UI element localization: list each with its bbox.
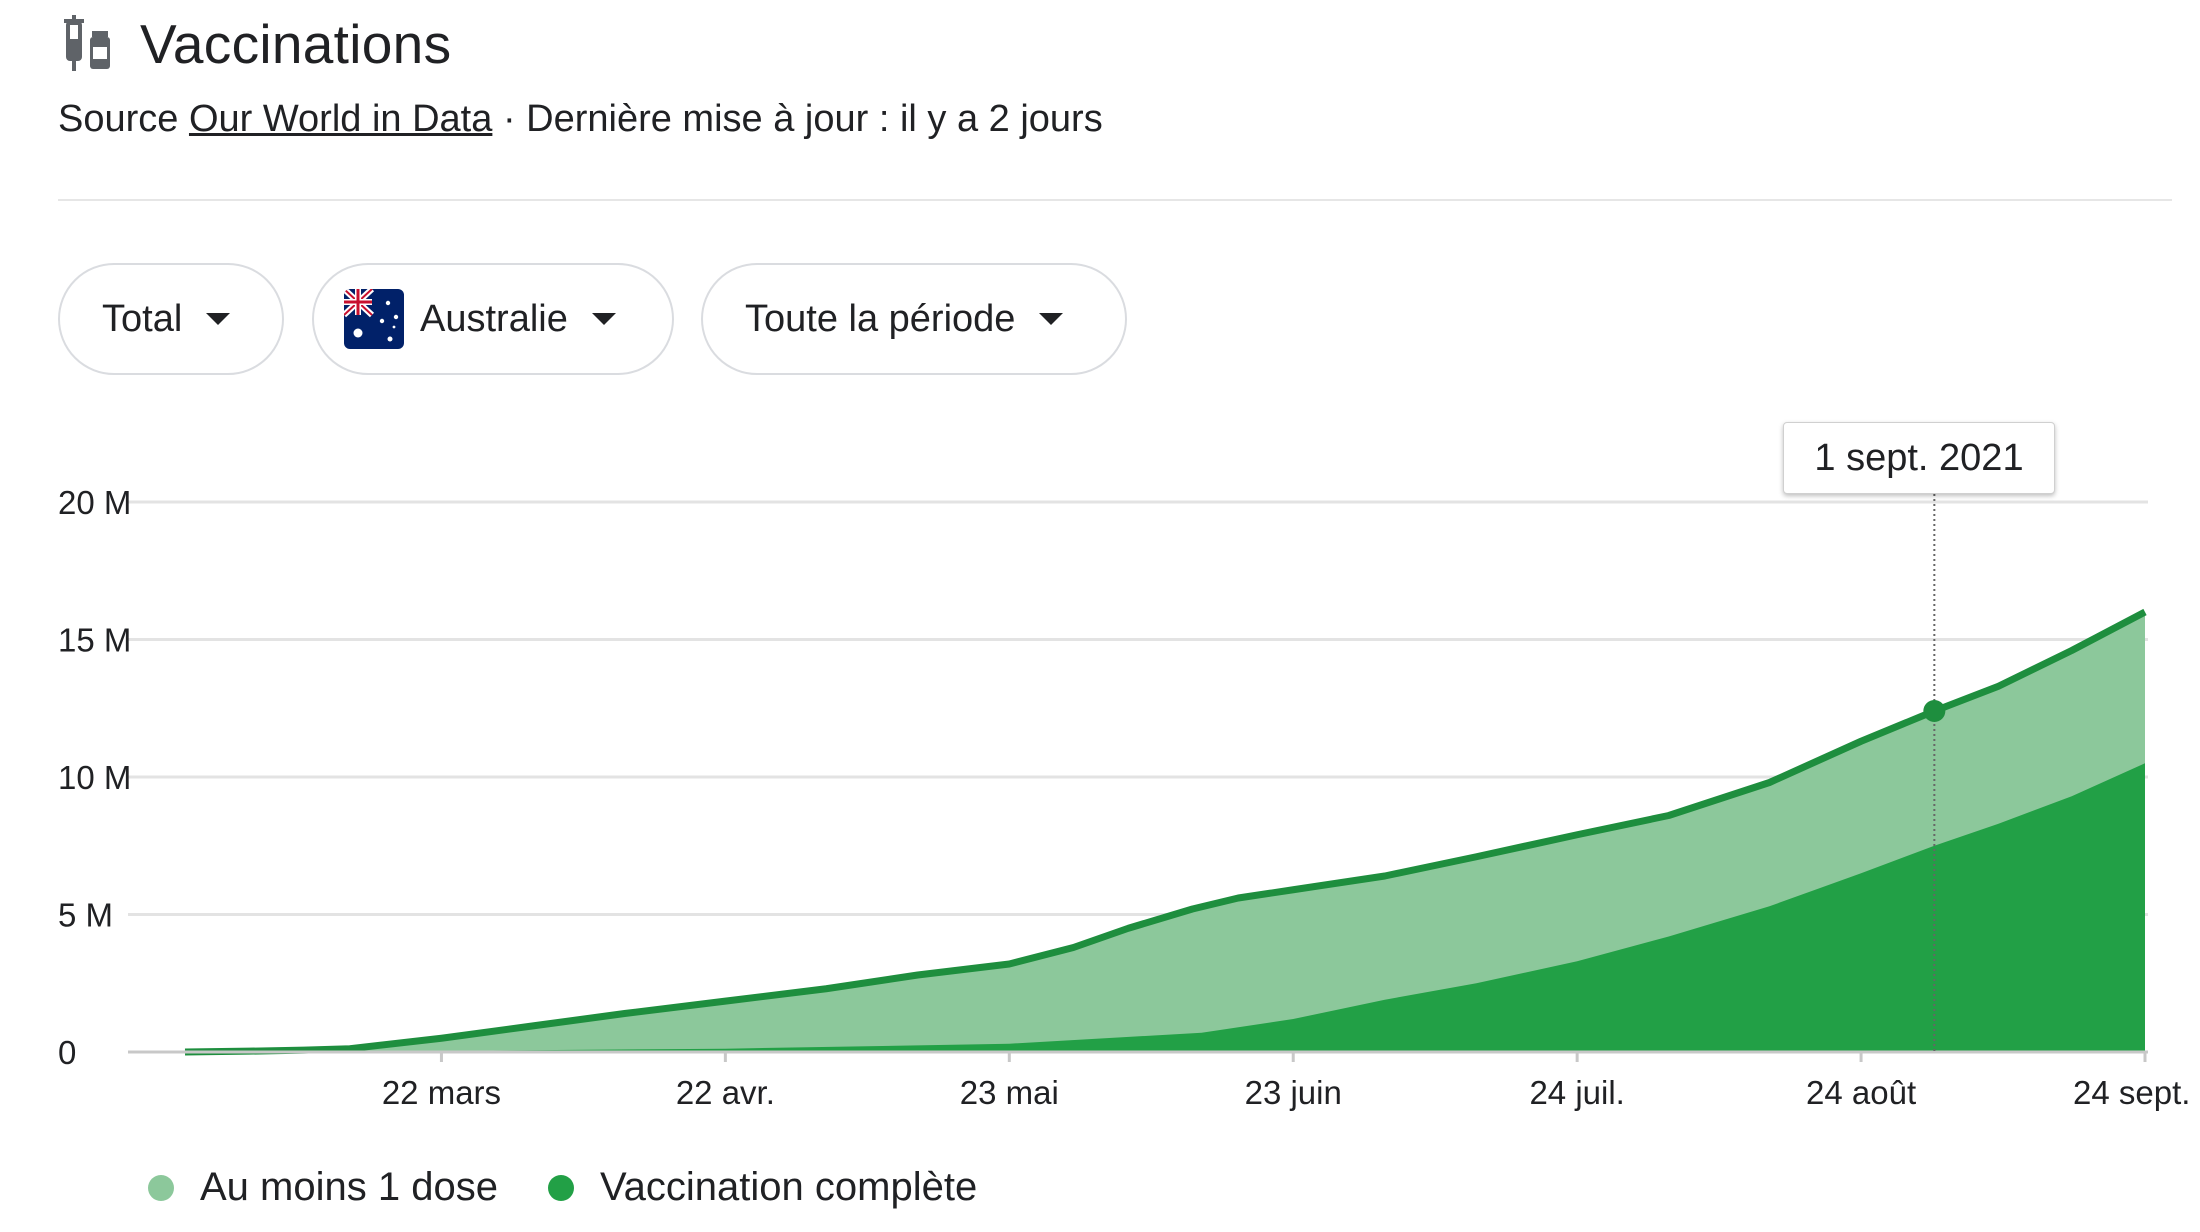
chevron-down-icon	[1039, 313, 1064, 325]
page-title: Vaccinations	[140, 13, 452, 75]
y-tick-label: 10 M	[58, 759, 131, 796]
x-tick-label: 22 mars	[382, 1074, 501, 1111]
highlight-point	[1923, 700, 1946, 722]
legend-item-fully-vaccinated: Vaccination complète	[547, 1165, 978, 1210]
tooltip-date: 1 sept. 2021	[1814, 436, 2024, 479]
legend-swatch	[148, 1174, 174, 1201]
y-tick-label: 15 M	[58, 622, 131, 659]
period-label: Toute la période	[745, 297, 1016, 340]
x-tick-label: 23 mai	[960, 1074, 1059, 1111]
line-at-least-one-dose	[184, 608, 2147, 1056]
update-text: · Dernière mise à jour : il y a 2 jours	[502, 98, 1103, 140]
australia-flag-icon	[344, 289, 404, 349]
x-tick-label: 24 sept.	[2073, 1074, 2190, 1111]
legend-label: Au moins 1 dose	[200, 1165, 498, 1209]
y-tick-label: 0	[58, 1034, 76, 1071]
source-prefix: Source	[58, 98, 179, 140]
area-fully-vaccinated	[185, 763, 2145, 1052]
legend-label: Vaccination complète	[599, 1165, 978, 1209]
chart-legend: Au moins 1 dose Vaccination complète	[148, 1165, 1027, 1210]
syringe-vial-icon	[64, 15, 110, 71]
legend-item-at-least-one-dose: Au moins 1 dose	[148, 1165, 498, 1210]
date-tooltip: 1 sept. 2021	[1783, 422, 2055, 494]
source-line: Source Our World in Data · Dernière mise…	[58, 98, 1103, 141]
y-tick-label: 5 M	[58, 897, 113, 934]
y-tick-label: 20 M	[58, 484, 131, 521]
x-tick-label: 24 août	[1806, 1074, 1916, 1111]
country-label: Australie	[420, 297, 568, 340]
legend-swatch	[547, 1174, 574, 1201]
country-dropdown[interactable]: Australie	[312, 263, 674, 375]
divider	[58, 199, 2172, 201]
metric-dropdown[interactable]: Total	[58, 263, 284, 375]
chevron-down-icon	[591, 313, 616, 325]
source-link[interactable]: Our World in Data	[188, 98, 493, 140]
x-tick-label: 23 juin	[1245, 1074, 1342, 1111]
chevron-down-icon	[206, 313, 231, 325]
x-tick-label: 22 avr.	[676, 1074, 775, 1111]
vaccination-chart[interactable]: 0 5 M 10 M 15 M 20 M 22 mars 22 avr. 23 mai 23 j…	[0, 400, 2200, 1120]
card-header: Vaccinations	[58, 12, 451, 76]
period-dropdown[interactable]: Toute la période	[701, 263, 1127, 375]
x-tick-label: 24 juil.	[1529, 1074, 1624, 1111]
metric-label: Total	[102, 297, 183, 340]
